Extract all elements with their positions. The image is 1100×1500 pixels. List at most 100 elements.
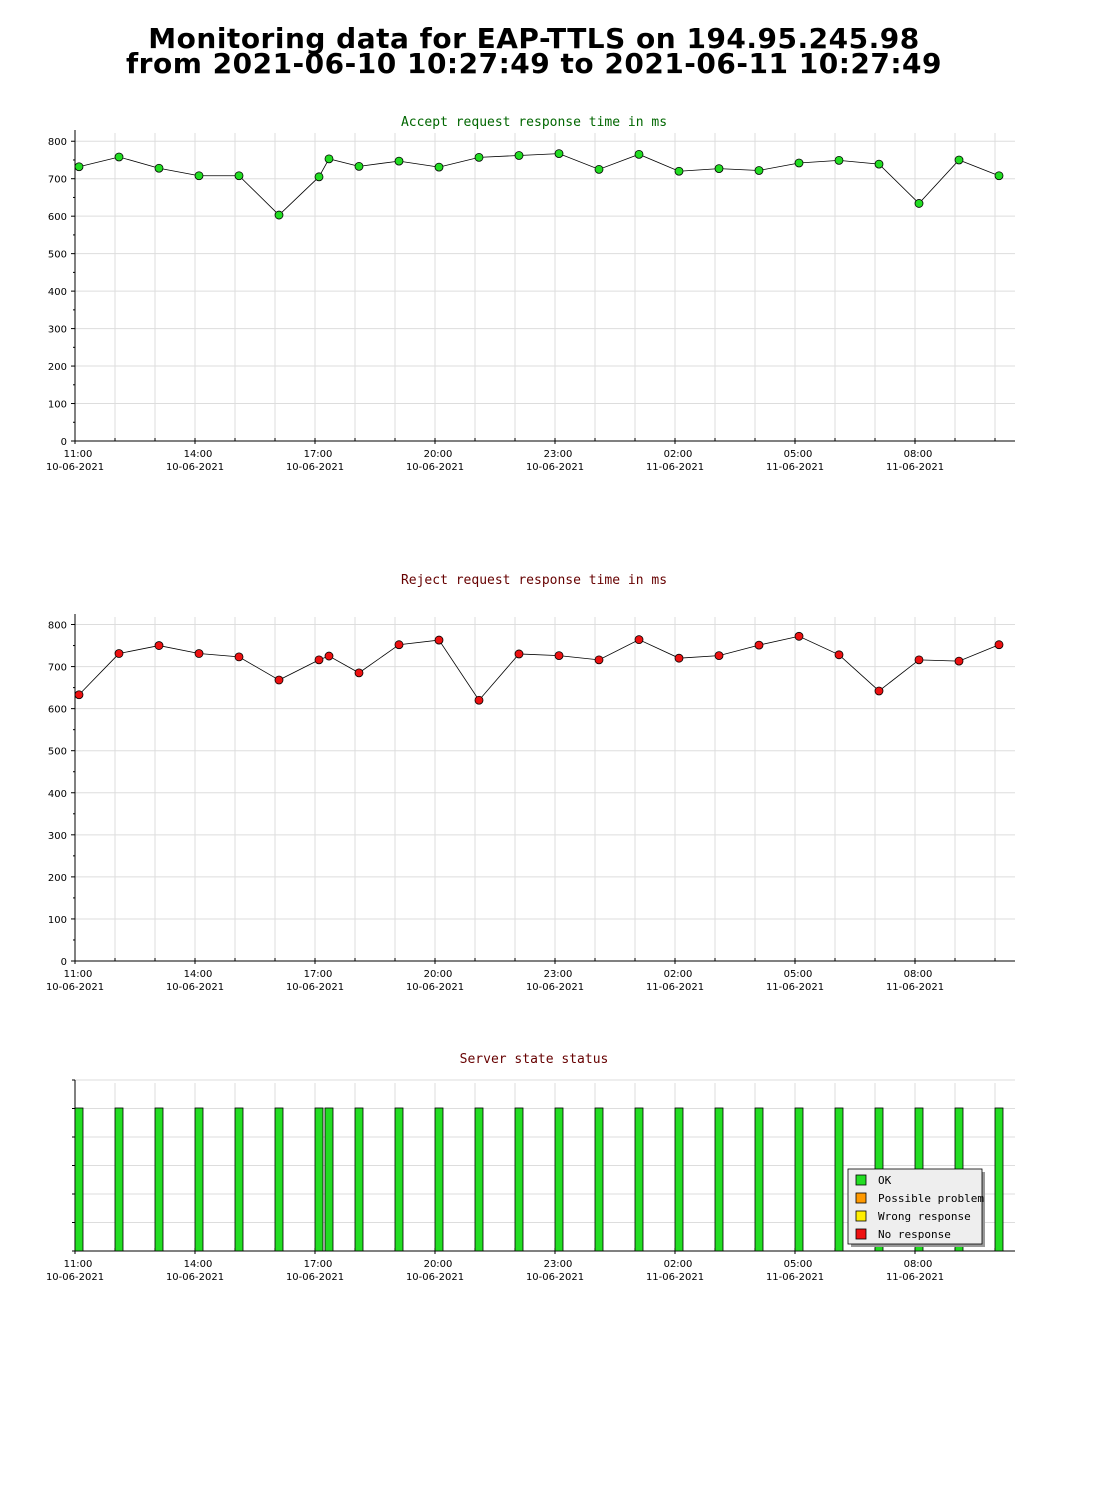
y-tick-label: 200 xyxy=(48,362,67,373)
data-point xyxy=(114,649,124,658)
y-tick-label: 300 xyxy=(48,325,67,336)
y-tick-label: 300 xyxy=(48,831,67,842)
status-bar xyxy=(514,1107,524,1252)
y-tick-label: 600 xyxy=(48,212,67,223)
y-tick-label: 700 xyxy=(48,663,67,674)
x-tick-label-date: 10-06-2021 xyxy=(526,462,584,473)
data-point xyxy=(274,675,284,685)
data-point xyxy=(594,164,604,174)
data-point xyxy=(154,641,164,650)
status-bar xyxy=(794,1107,804,1252)
status-bar xyxy=(394,1107,404,1252)
data-point xyxy=(324,154,334,164)
data-point xyxy=(394,156,404,166)
status-bar xyxy=(714,1107,724,1252)
data-point xyxy=(634,149,644,159)
x-tick-label-date: 11-06-2021 xyxy=(646,1272,704,1283)
status-bar xyxy=(474,1107,484,1252)
series-line xyxy=(78,635,1000,701)
data-point xyxy=(394,640,404,650)
y-tick-label: 100 xyxy=(48,915,67,926)
x-tick-label-date: 10-06-2021 xyxy=(46,1272,104,1283)
data-point xyxy=(114,152,124,162)
y-tick-label: 400 xyxy=(48,287,67,298)
data-point xyxy=(274,210,284,220)
x-tick-label-time: 17:00 xyxy=(304,449,333,460)
data-point xyxy=(674,166,684,176)
x-tick-label-date: 10-06-2021 xyxy=(166,1272,224,1283)
legend-box xyxy=(847,1168,983,1245)
data-point xyxy=(554,149,564,159)
x-tick-label-time: 02:00 xyxy=(664,1259,693,1270)
status-bar xyxy=(994,1107,1004,1252)
data-point xyxy=(194,171,204,181)
chart-title: Accept request response time in ms xyxy=(401,115,667,130)
y-tick-label: 100 xyxy=(48,400,67,411)
data-point xyxy=(434,162,444,172)
data-point xyxy=(994,640,1004,650)
legend-label: Possible problem xyxy=(878,1192,984,1205)
x-tick-label-date: 10-06-2021 xyxy=(46,462,104,473)
data-point xyxy=(314,172,324,182)
status-bar xyxy=(354,1107,364,1252)
x-tick-label-time: 23:00 xyxy=(544,449,573,460)
status-bar xyxy=(554,1107,564,1252)
x-tick-label-time: 23:00 xyxy=(544,969,573,980)
data-point xyxy=(194,649,204,658)
data-point xyxy=(354,668,364,678)
data-point xyxy=(474,152,484,162)
x-tick-label-date: 10-06-2021 xyxy=(166,462,224,473)
data-point xyxy=(794,631,804,641)
x-tick-label-time: 11:00 xyxy=(64,1259,93,1270)
x-tick-label-date: 10-06-2021 xyxy=(406,982,464,993)
data-point xyxy=(354,161,364,171)
data-point xyxy=(834,650,844,660)
data-point xyxy=(674,653,684,663)
x-tick-label-date: 10-06-2021 xyxy=(46,982,104,993)
status-bar xyxy=(834,1107,844,1252)
x-tick-label-time: 05:00 xyxy=(784,449,813,460)
x-tick-label-date: 10-06-2021 xyxy=(406,462,464,473)
x-tick-label-time: 02:00 xyxy=(664,449,693,460)
x-tick-label-date: 10-06-2021 xyxy=(406,1272,464,1283)
data-point xyxy=(474,695,484,705)
legend-label: OK xyxy=(878,1174,892,1187)
y-tick-label: 500 xyxy=(48,250,67,261)
data-point xyxy=(514,151,524,160)
data-point xyxy=(324,651,334,661)
data-point xyxy=(954,155,964,165)
data-point xyxy=(914,655,924,665)
data-point xyxy=(874,159,884,169)
x-tick-label-date: 11-06-2021 xyxy=(766,462,824,473)
status-bar xyxy=(114,1107,124,1252)
page-title-line-2: from 2021-06-10 10:27:49 to 2021-06-11 1… xyxy=(125,47,943,80)
x-tick-label-time: 23:00 xyxy=(544,1259,573,1270)
x-tick-label-date: 11-06-2021 xyxy=(646,982,704,993)
y-tick-label: 800 xyxy=(48,621,67,632)
data-point xyxy=(754,166,764,175)
x-tick-label-time: 20:00 xyxy=(424,449,453,460)
status-bar xyxy=(154,1107,164,1252)
x-tick-label-time: 17:00 xyxy=(304,1259,333,1270)
status-bar xyxy=(324,1107,334,1252)
y-tick-label: 400 xyxy=(48,789,67,800)
status-bar xyxy=(754,1107,764,1252)
status-bar xyxy=(674,1107,684,1252)
y-tick-label: 200 xyxy=(48,873,67,884)
x-tick-label-date: 10-06-2021 xyxy=(286,462,344,473)
y-tick-label: 800 xyxy=(48,137,67,148)
data-point xyxy=(154,163,164,173)
data-point xyxy=(514,649,524,659)
status-bar xyxy=(634,1107,644,1252)
data-point xyxy=(914,199,924,208)
data-point xyxy=(234,652,244,662)
legend-swatch xyxy=(855,1228,867,1240)
x-tick-label-time: 08:00 xyxy=(904,1259,933,1270)
legend: OK Possible problem Wrong response No respo… xyxy=(847,1168,985,1247)
status-bar xyxy=(74,1107,84,1252)
data-point xyxy=(634,635,644,645)
data-point xyxy=(74,690,84,700)
data-point xyxy=(314,655,324,665)
status-bar xyxy=(274,1107,284,1252)
data-point xyxy=(434,635,444,645)
